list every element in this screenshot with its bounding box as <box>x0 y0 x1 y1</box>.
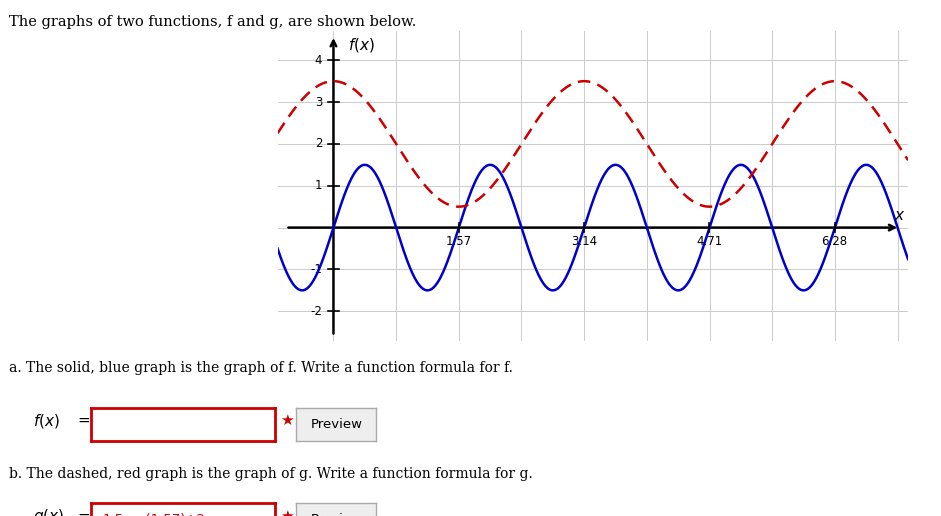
Text: =: = <box>77 413 90 428</box>
Text: $g(x)$: $g(x)$ <box>33 507 64 516</box>
Text: 1: 1 <box>315 179 322 192</box>
Text: Preview: Preview <box>311 418 362 431</box>
Text: -1: -1 <box>311 263 322 276</box>
Text: -2: -2 <box>311 305 322 318</box>
Text: 2: 2 <box>315 137 322 151</box>
Text: 3.14: 3.14 <box>571 235 598 248</box>
Text: ★: ★ <box>280 508 294 516</box>
Text: $x$: $x$ <box>894 207 906 222</box>
Text: b. The dashed, red graph is the graph of g. Write a function formula for g.: b. The dashed, red graph is the graph of… <box>9 467 534 481</box>
Text: $f(x)$: $f(x)$ <box>348 36 375 54</box>
Text: 1.5cos(1.57)+2: 1.5cos(1.57)+2 <box>103 513 205 516</box>
Text: 3: 3 <box>315 95 322 108</box>
Text: $f(x)$: $f(x)$ <box>33 412 60 429</box>
Text: 6.28: 6.28 <box>821 235 848 248</box>
Text: =: = <box>77 508 90 516</box>
Text: 4.71: 4.71 <box>696 235 723 248</box>
Text: Preview: Preview <box>311 513 362 516</box>
Text: 4: 4 <box>315 54 322 67</box>
Text: ★: ★ <box>280 413 294 428</box>
Text: 1.57: 1.57 <box>446 235 471 248</box>
Text: The graphs of two functions, f and g, are shown below.: The graphs of two functions, f and g, ar… <box>9 15 417 29</box>
Text: a. The solid, blue graph is the graph of f. Write a function formula for f.: a. The solid, blue graph is the graph of… <box>9 361 513 375</box>
